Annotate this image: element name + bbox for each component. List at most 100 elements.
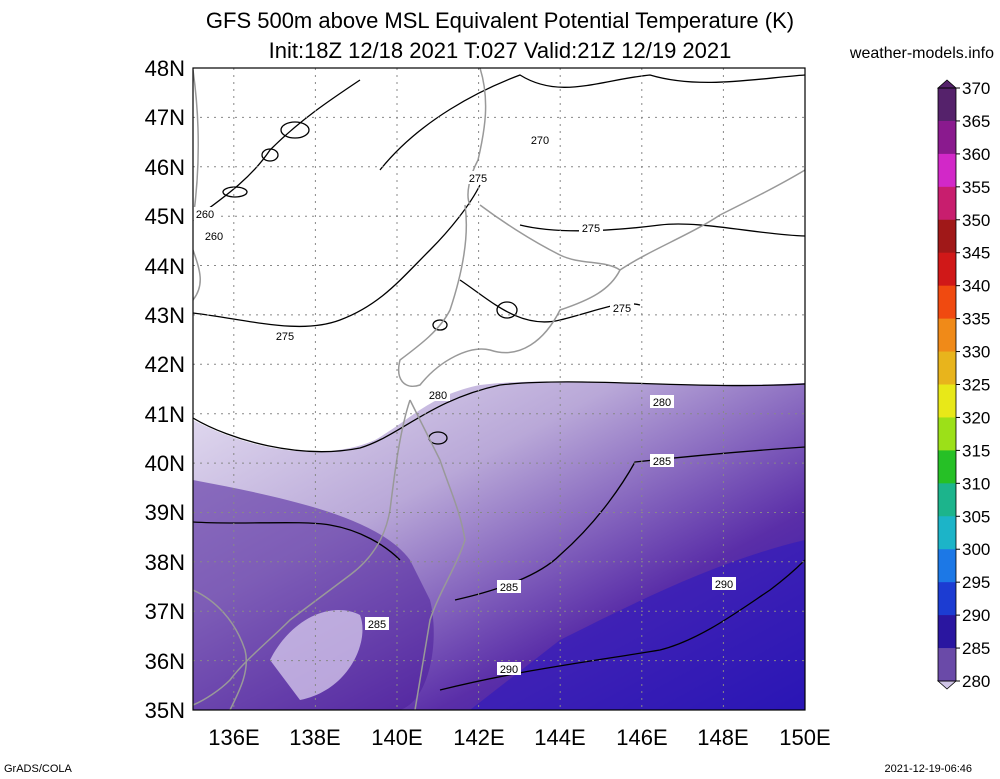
lon-tick-label: 142E xyxy=(453,725,504,750)
footer-timestamp: 2021-12-19-06:46 xyxy=(884,763,972,775)
colorbar-swatch xyxy=(938,318,956,353)
lon-tick-label: 150E xyxy=(779,725,830,750)
lon-tick-label: 140E xyxy=(371,725,422,750)
coast-korea xyxy=(193,589,248,710)
lat-tick-label: 42N xyxy=(145,352,185,377)
coast-honshu-west xyxy=(193,399,411,706)
colorbar-extension-arrow xyxy=(936,680,958,690)
coastlines xyxy=(193,68,805,710)
lat-axis: 48N 47N 46N 45N 44N 43N 42N 41N 40N 39N … xyxy=(145,56,185,723)
colorbar-swatch xyxy=(938,417,956,451)
contour-labels: 270 275 275 275 275 260 260 280 280 285 … xyxy=(193,133,736,676)
colorbar-level-label: 340 xyxy=(962,277,990,296)
colorbar-level-label: 355 xyxy=(962,178,990,197)
map-border xyxy=(192,67,806,711)
lat-tick-label: 39N xyxy=(145,500,185,525)
coast-kurils xyxy=(619,169,805,271)
contour-270 xyxy=(379,74,805,171)
colorbar-swatch xyxy=(938,120,956,155)
colorbar-level-label: 350 xyxy=(962,211,990,230)
contour-275-b xyxy=(519,223,805,237)
colorbar-level-label: 290 xyxy=(962,606,990,625)
map-fields: 270 275 275 275 275 260 260 280 280 285 … xyxy=(193,68,805,710)
colorbar-level-label: 315 xyxy=(962,441,990,460)
contour-280 xyxy=(193,381,805,453)
theta-shading-mid xyxy=(193,480,434,710)
colorbar-swatch xyxy=(938,88,956,122)
lat-tick-label: 46N xyxy=(145,155,185,180)
lat-tick-label: 38N xyxy=(145,550,185,575)
colorbar-level-label: 325 xyxy=(962,376,990,395)
coast-sakhalin xyxy=(467,68,487,206)
colorbar-level-label: 300 xyxy=(962,540,990,559)
colorbar-swatch xyxy=(938,285,956,320)
contour-290 xyxy=(439,559,805,691)
contour-label: 275 xyxy=(613,303,631,315)
contour-260 xyxy=(193,79,361,221)
colorbar-swatch xyxy=(938,483,956,517)
lon-tick-label: 138E xyxy=(289,725,340,750)
colorbar-swatch xyxy=(938,615,956,649)
colorbar: 370 365 360 355 350 345 340 335 330 325 320 315 310 3… xyxy=(936,79,990,691)
lat-tick-label: 35N xyxy=(145,698,185,723)
colorbar-swatch xyxy=(938,516,956,550)
contour-label: 275 xyxy=(276,331,294,343)
lat-tick-label: 44N xyxy=(145,254,185,279)
colorbar-level-label: 295 xyxy=(962,573,990,592)
contour-label: 275 xyxy=(582,223,600,235)
colorbar-level-label: 335 xyxy=(962,310,990,329)
coast-hokkaido xyxy=(398,204,621,387)
theta-shading-light-pocket xyxy=(270,610,363,700)
map-subtitle: Init:18Z 12/18 2021 T:027 Valid:21Z 12/1… xyxy=(268,38,732,63)
colorbar-swatch xyxy=(938,219,956,254)
lat-tick-label: 36N xyxy=(145,649,185,674)
colorbar-level-label: 285 xyxy=(962,639,990,658)
footer-software-label: GrADS/COLA xyxy=(4,763,72,775)
colorbar-swatch xyxy=(938,252,956,287)
contour-label: 285 xyxy=(368,619,386,631)
colorbar-swatch xyxy=(938,153,956,188)
colorbar-swatch xyxy=(938,351,956,385)
contour-label: 280 xyxy=(429,390,447,402)
colorbar-swatch xyxy=(938,549,956,583)
contour-label: 260 xyxy=(196,209,214,221)
lon-tick-label: 144E xyxy=(534,725,585,750)
colorbar-level-label: 305 xyxy=(962,507,990,526)
lat-tick-label: 37N xyxy=(145,599,185,624)
colorbar-level-label: 345 xyxy=(962,244,990,263)
lat-tick-label: 41N xyxy=(145,402,185,427)
lat-tick-label: 43N xyxy=(145,303,185,328)
colorbar-swatch xyxy=(938,582,956,616)
coast-mainland xyxy=(193,69,201,301)
lon-tick-label: 146E xyxy=(616,725,667,750)
contour-label: 260 xyxy=(205,231,223,243)
contour-285 xyxy=(193,446,805,601)
colorbar-swatch xyxy=(938,384,956,418)
colorbar-level-label: 310 xyxy=(962,474,990,493)
contour-label: 270 xyxy=(531,135,549,147)
lon-tick-label: 136E xyxy=(208,725,259,750)
lat-tick-label: 45N xyxy=(145,204,185,229)
map-title: GFS 500m above MSL Equivalent Potential … xyxy=(205,8,795,33)
colorbar-level-label: 280 xyxy=(962,672,990,691)
colorbar-level-label: 365 xyxy=(962,112,990,131)
lat-tick-label: 40N xyxy=(145,451,185,476)
lat-tick-label: 48N xyxy=(145,56,185,81)
contour-275-a xyxy=(193,184,481,328)
contour-label: 290 xyxy=(500,664,518,676)
lon-tick-label: 148E xyxy=(697,725,748,750)
colorbar-level-label: 360 xyxy=(962,145,990,164)
contour-label: 285 xyxy=(500,582,518,594)
colorbar-level-label: 330 xyxy=(962,343,990,362)
colorbar-extension-arrow xyxy=(936,79,958,89)
colorbar-level-label: 370 xyxy=(962,79,990,98)
colorbar-level-label: 320 xyxy=(962,408,990,427)
contour-label: 285 xyxy=(653,456,671,468)
contours xyxy=(193,74,805,691)
colorbar-swatch xyxy=(938,450,956,484)
coast-honshu-north xyxy=(409,399,466,710)
brand-label: weather-models.info xyxy=(849,45,994,62)
lon-axis: 136E 138E 140E 142E 144E 146E 148E 150E xyxy=(208,725,830,750)
contour-label: 280 xyxy=(653,397,671,409)
